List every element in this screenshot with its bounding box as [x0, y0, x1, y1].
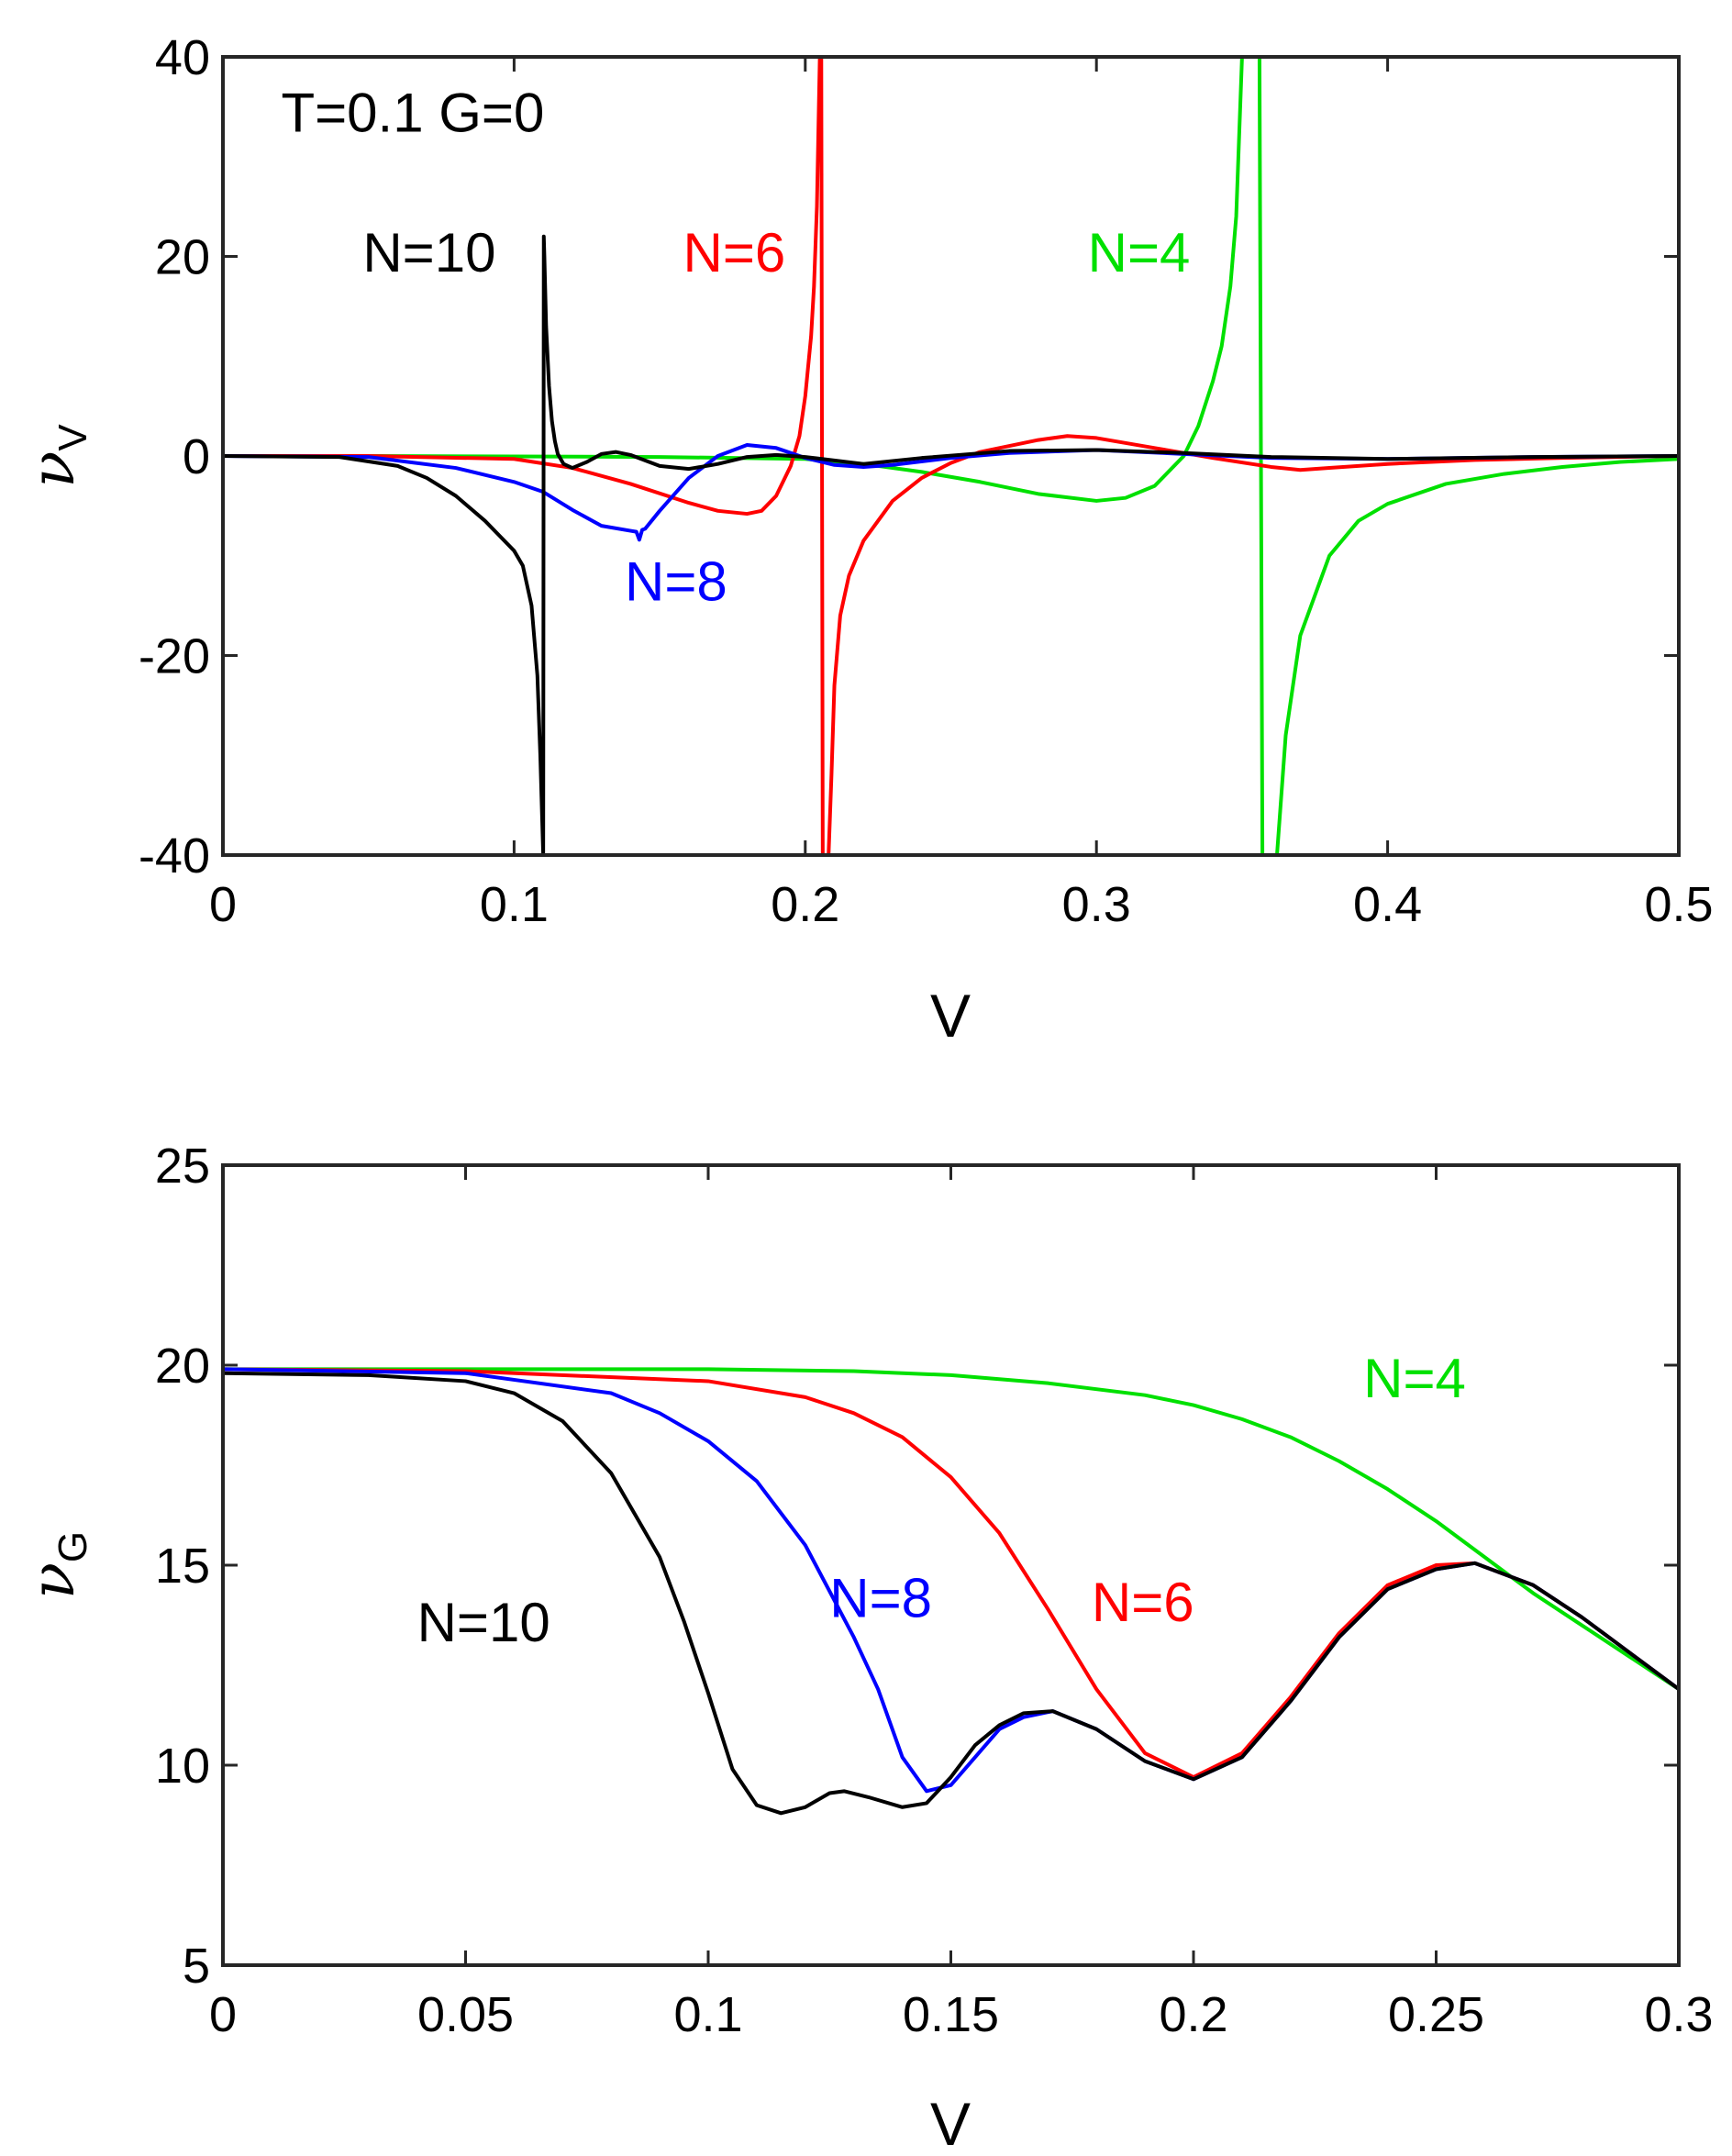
top-annotations: T=0.1 G=0 N=10 N=6 N=4 N=8	[281, 83, 1190, 613]
bottom-y-axis-subscript: G	[50, 1531, 95, 1562]
top-x-axis-label: V	[930, 982, 971, 1050]
bottom-annotation-n-6: N=6	[1092, 1572, 1194, 1633]
top-xtick-label: 0	[209, 877, 237, 932]
bottom-plot-frame	[221, 1163, 1681, 1967]
top-xtick-label: 0.1	[480, 877, 549, 932]
bottom-xtick-label: 0.05	[417, 1987, 514, 2042]
bottom-ytick-label: 10	[155, 1739, 210, 1794]
top-annotation-n-6: N=6	[683, 222, 785, 283]
bottom-series-line-n4	[223, 1367, 1679, 1692]
top-y-axis-subscript: V	[50, 424, 95, 451]
bottom-ytick-label: 25	[155, 1139, 210, 1194]
top-plot-frame	[221, 55, 1681, 857]
top-xtick-label: 0.2	[771, 877, 839, 932]
bottom-ytick-label: 5	[183, 1939, 210, 1994]
bottom-x-axis-label: V	[930, 2090, 971, 2156]
top-ytick-label: -40	[139, 828, 210, 884]
top-y-axis-symbol: ν	[17, 451, 88, 488]
bottom-y-axis-symbol: ν	[17, 1562, 88, 1599]
bottom-ytick-label: 15	[155, 1539, 210, 1594]
bottom-series-line-n10	[223, 1371, 1679, 1816]
bottom-xtick-label: 0.15	[903, 1987, 999, 2042]
top-annotation-n-4: N=4	[1088, 222, 1191, 283]
bottom-xtick-label: 0.25	[1388, 1987, 1484, 2042]
bottom-tick-labels: 0 0.05 0.1 0.15 0.2 0.25 0.3 5 10 15 20 25	[155, 1139, 1714, 2042]
bottom-annotations: N=4 N=6 N=8 N=10	[417, 1348, 1466, 1653]
top-ytick-label: 20	[155, 230, 210, 285]
bottom-annotation-n-10: N=10	[417, 1592, 550, 1653]
bottom-annotation-n-8: N=8	[829, 1568, 932, 1629]
top-ytick-label: -20	[139, 629, 210, 684]
top-ytick-label: 0	[183, 429, 210, 484]
top-series-line-n10	[223, 234, 1679, 855]
bottom-annotation-n-4: N=4	[1363, 1348, 1466, 1409]
top-series-group	[223, 57, 1679, 855]
top-series-line-n6	[223, 57, 1679, 855]
top-xtick-label: 0.4	[1353, 877, 1422, 932]
bottom-xtick-label: 0.3	[1644, 1987, 1713, 2042]
top-annotation-t-0-1-g-0: T=0.1 G=0	[281, 83, 544, 144]
bottom-y-axis-label: νG	[17, 1531, 95, 1599]
bottom-xtick-label: 0.1	[673, 1987, 742, 2042]
top-annotation-n-8: N=8	[625, 551, 727, 613]
top-annotation-n-10: N=10	[362, 222, 495, 283]
top-y-axis-label: νV	[17, 424, 95, 488]
bottom-xtick-label: 0	[209, 1987, 237, 2042]
bottom-series-group	[223, 1367, 1679, 1816]
bottom-ytick-label: 20	[155, 1339, 210, 1394]
bottom-xtick-label: 0.2	[1159, 1987, 1227, 2042]
top-tick-labels: 0 0.1 0.2 0.3 0.4 0.5 -40 -20 0 20 40	[139, 30, 1714, 932]
top-xtick-label: 0.3	[1062, 877, 1131, 932]
bottom-chart-panel: 0 0.05 0.1 0.15 0.2 0.25 0.3 5 10 15 20 25 V νG N=4…	[17, 1139, 1714, 2156]
top-ytick-label: 40	[155, 30, 210, 85]
top-series-line-n4	[223, 57, 1679, 855]
top-xtick-label: 0.5	[1644, 877, 1713, 932]
